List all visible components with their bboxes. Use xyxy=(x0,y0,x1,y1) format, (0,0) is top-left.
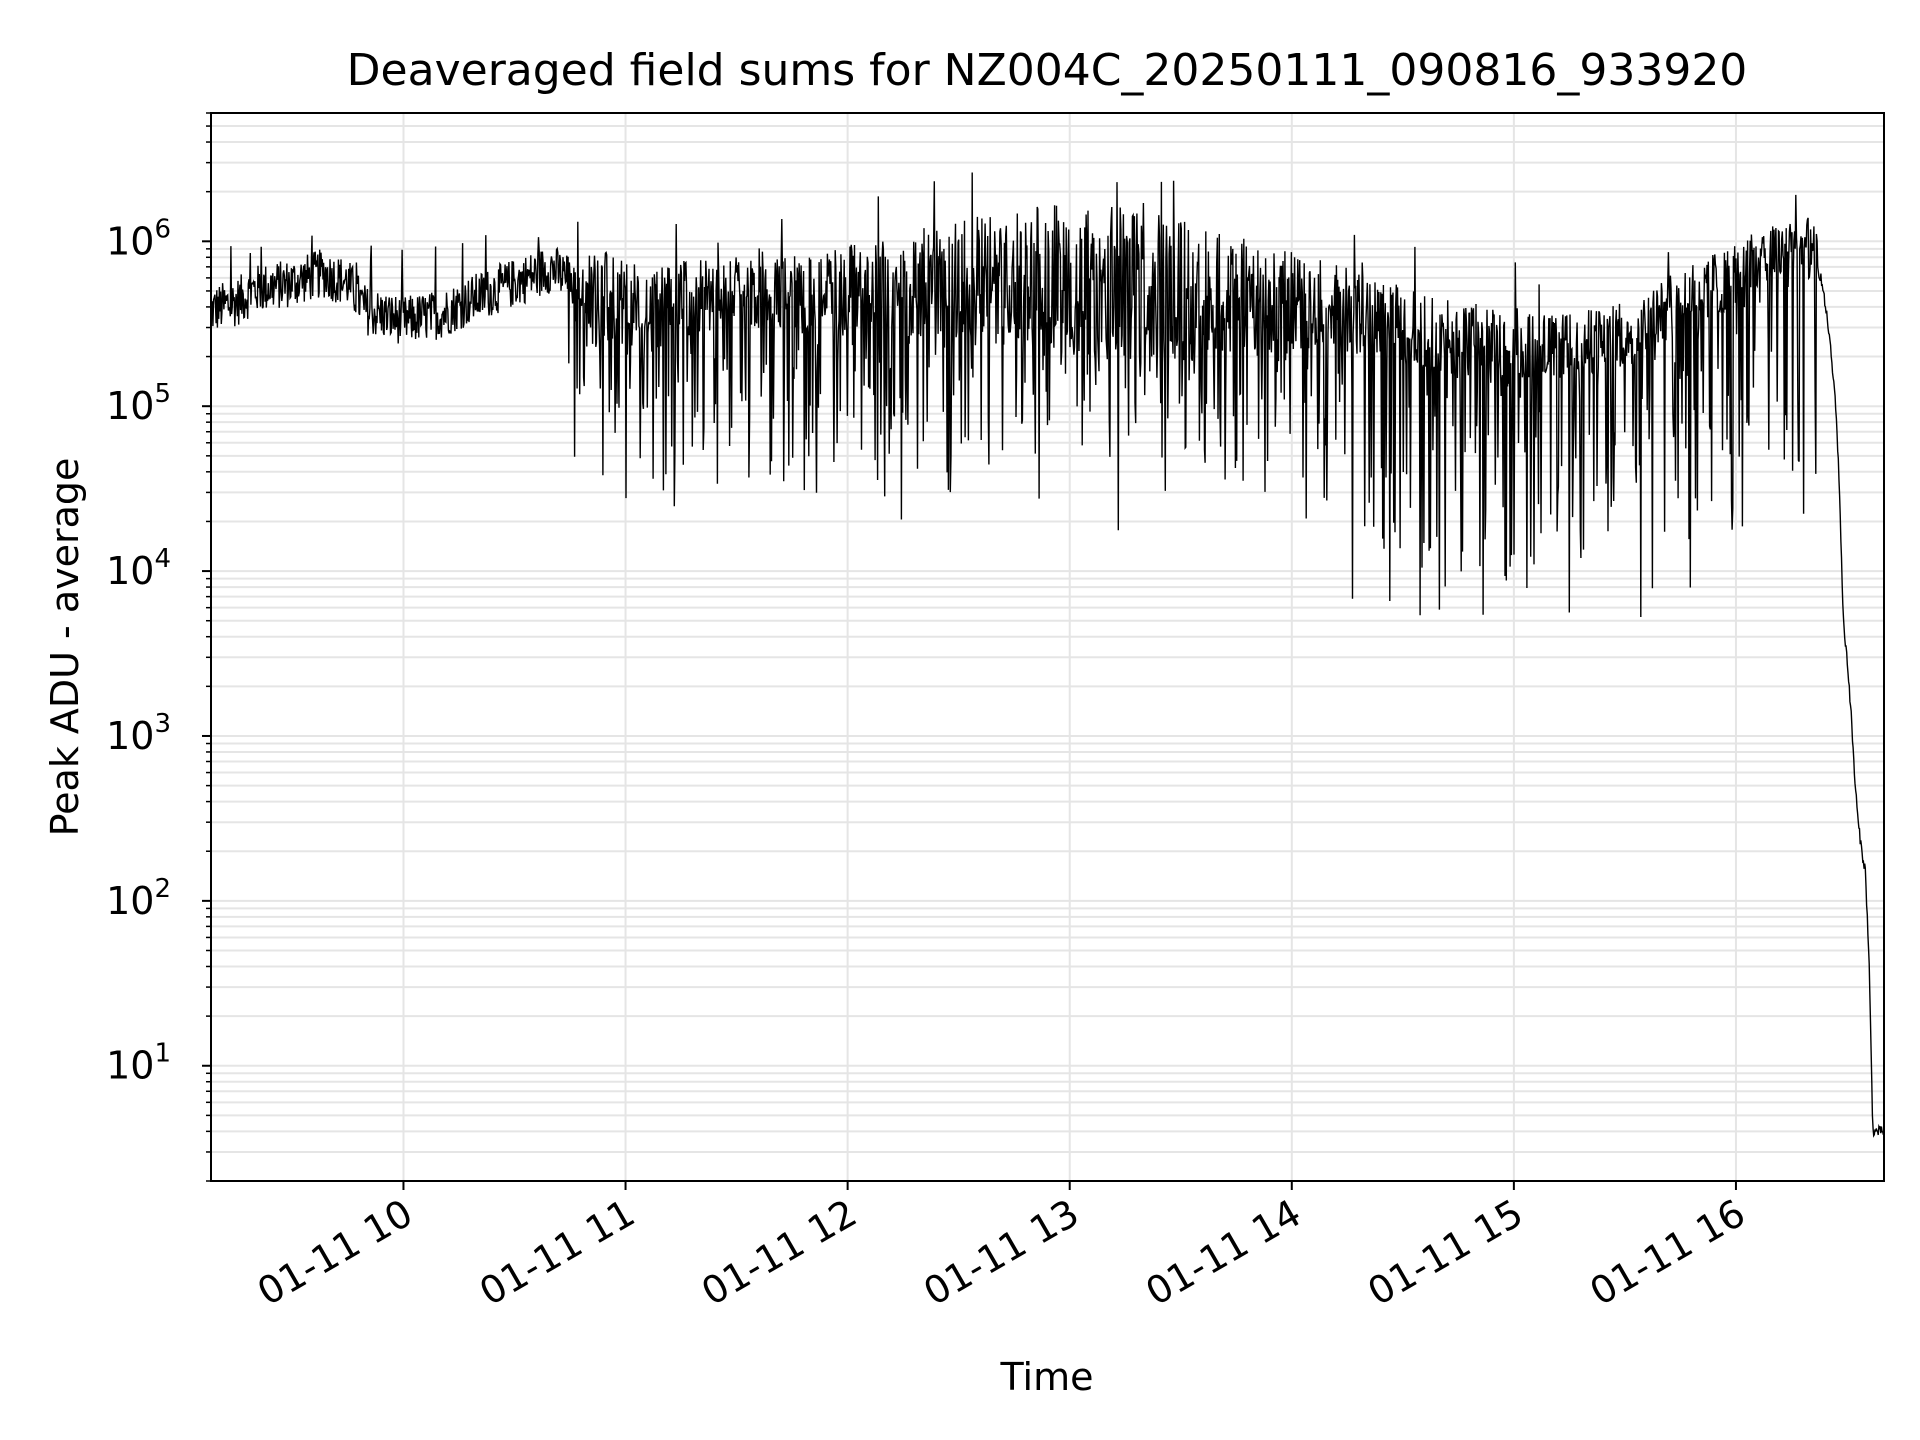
y-tick-label: 104 xyxy=(106,544,171,593)
y-tick-label: 105 xyxy=(106,379,171,428)
x-axis-label: Time xyxy=(1000,1355,1094,1399)
y-axis-ticks: 101 102 103 104 105 106 xyxy=(106,112,211,1182)
y-tick-label: 106 xyxy=(106,214,171,263)
series-line xyxy=(210,172,1885,1138)
y-tick-label: 102 xyxy=(106,874,171,923)
y-axis-label: Peak ADU - average xyxy=(43,458,87,837)
plot-frame xyxy=(210,112,1885,1182)
y-tick-label: 101 xyxy=(106,1039,171,1088)
chart-title: Deaveraged field sums for NZ004C_2025011… xyxy=(347,45,1748,96)
series-layer xyxy=(210,172,1885,1138)
y-tick-label: 103 xyxy=(106,709,171,758)
